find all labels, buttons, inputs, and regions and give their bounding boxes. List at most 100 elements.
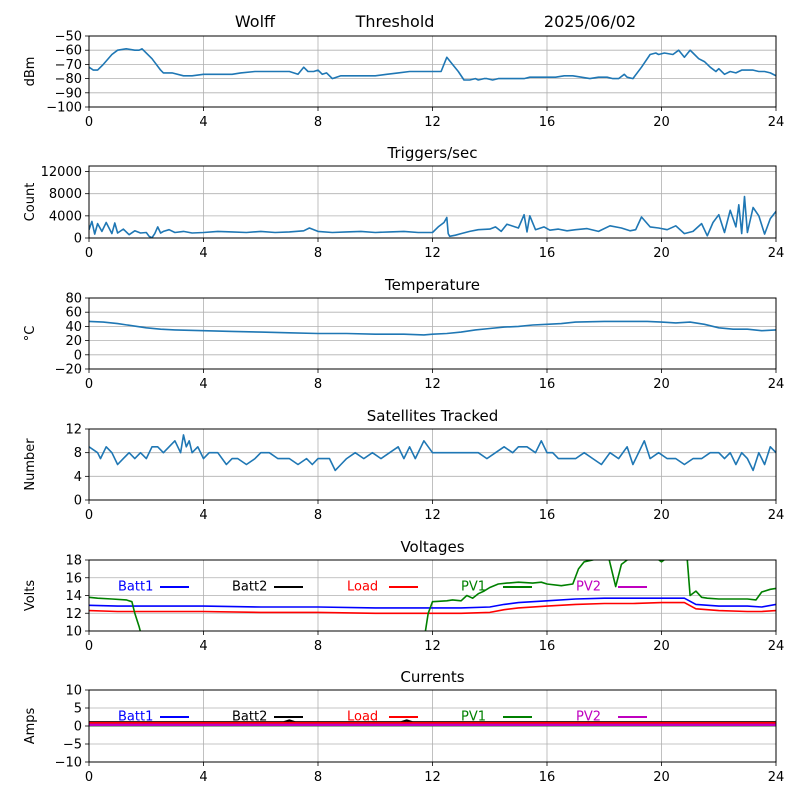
plot-frame bbox=[88, 35, 777, 108]
y-tick-label: 8000 bbox=[49, 187, 82, 202]
x-tick-label: 12 bbox=[424, 508, 441, 523]
panel-voltages: 0 4 8 12 16 20 24 10 12 14 16 18 Voltages Volts Batt1 B… bbox=[23, 538, 784, 654]
legend-label-batt2: Batt2 bbox=[232, 580, 267, 595]
series-line-load bbox=[89, 601, 776, 615]
x-tick-label: 0 bbox=[85, 508, 93, 523]
x-tick-label: 24 bbox=[768, 115, 785, 130]
legend-label-pv1: PV1 bbox=[461, 580, 486, 595]
y-tick-label: −50 bbox=[55, 30, 82, 45]
x-tick-label: 4 bbox=[199, 639, 207, 654]
x-tick-label: 0 bbox=[85, 377, 93, 392]
x-tick-label: 20 bbox=[653, 639, 670, 654]
y-tick-label: 0 bbox=[74, 494, 82, 509]
y-tick-label: 0 bbox=[74, 720, 82, 735]
series-line-temperature bbox=[89, 320, 776, 336]
header-date: 2025/06/02 bbox=[544, 12, 636, 31]
y-tick-label: 10 bbox=[65, 684, 82, 699]
legend-label-pv2: PV2 bbox=[576, 710, 601, 725]
x-tick-label: 12 bbox=[424, 770, 441, 785]
y-tick-label: 0 bbox=[74, 348, 82, 363]
y-tick-label: 16 bbox=[65, 571, 82, 586]
y-axis-label: Volts bbox=[23, 580, 38, 612]
y-tick-label: −80 bbox=[55, 72, 82, 87]
panel-title: Temperature bbox=[384, 276, 480, 294]
y-tick-label: 40 bbox=[65, 320, 82, 335]
series-line-triggers bbox=[89, 195, 776, 238]
y-tick-label: −10 bbox=[55, 756, 82, 771]
legend-label-pv1: PV1 bbox=[461, 710, 486, 725]
x-tick-label: 16 bbox=[539, 377, 556, 392]
x-tick-label: 16 bbox=[539, 246, 556, 261]
x-tick-label: 20 bbox=[653, 770, 670, 785]
x-tick-label: 4 bbox=[199, 246, 207, 261]
plot-frame bbox=[88, 689, 777, 763]
x-tick-label: 4 bbox=[199, 377, 207, 392]
x-tick-label: 16 bbox=[539, 115, 556, 130]
legend-label-batt2: Batt2 bbox=[232, 710, 267, 725]
panel-satellites: 0 4 8 12 16 20 24 0 4 8 12 Satellites Tracked Number bbox=[23, 407, 784, 523]
panel-title: Triggers/sec bbox=[387, 144, 478, 162]
y-tick-label: 60 bbox=[65, 306, 82, 321]
x-tick-label: 24 bbox=[768, 377, 785, 392]
x-tick-label: 0 bbox=[85, 639, 93, 654]
x-tick-label: 16 bbox=[539, 770, 556, 785]
legend-label-pv2: PV2 bbox=[576, 580, 601, 595]
x-tick-label: 12 bbox=[424, 639, 441, 654]
series-line-satellites bbox=[89, 434, 776, 472]
x-tick-label: 0 bbox=[85, 770, 93, 785]
y-tick-label: 20 bbox=[65, 334, 82, 349]
y-tick-label: 10 bbox=[65, 625, 82, 640]
series-line-threshold bbox=[89, 47, 776, 81]
x-tick-label: 12 bbox=[424, 115, 441, 130]
x-tick-label: 12 bbox=[424, 377, 441, 392]
x-tick-label: 8 bbox=[314, 246, 322, 261]
plot-frame bbox=[88, 297, 777, 370]
plot-frame bbox=[88, 165, 777, 239]
x-tick-label: 20 bbox=[653, 377, 670, 392]
y-tick-label: 5 bbox=[74, 702, 82, 717]
header-station: Wolff bbox=[235, 12, 276, 31]
x-tick-label: 8 bbox=[314, 377, 322, 392]
y-tick-label: −20 bbox=[55, 363, 82, 378]
y-axis-label: °C bbox=[23, 326, 38, 342]
y-tick-label: 4000 bbox=[49, 209, 82, 224]
y-tick-label: 12 bbox=[65, 607, 82, 622]
plot-frame bbox=[88, 559, 777, 632]
x-tick-label: 20 bbox=[653, 246, 670, 261]
panel-title: Currents bbox=[400, 668, 464, 686]
y-axis-label: Count bbox=[23, 183, 38, 222]
y-tick-label: 12000 bbox=[41, 165, 82, 180]
y-tick-label: 80 bbox=[65, 292, 82, 307]
y-tick-label: 8 bbox=[74, 446, 82, 461]
x-tick-label: 20 bbox=[653, 508, 670, 523]
x-tick-label: 8 bbox=[314, 508, 322, 523]
y-tick-label: −70 bbox=[55, 58, 82, 73]
plot-frame bbox=[88, 428, 777, 501]
legend-label-load: Load bbox=[347, 710, 378, 725]
x-tick-label: 4 bbox=[199, 115, 207, 130]
y-tick-label: −5 bbox=[63, 738, 82, 753]
panel-currents: 0 4 8 12 16 20 24 −10 −5 0 5 10 Currents Amps Batt1 Bat… bbox=[23, 668, 784, 785]
y-axis-label: Number bbox=[23, 438, 38, 491]
panel-title: Voltages bbox=[400, 538, 464, 556]
x-tick-label: 16 bbox=[539, 508, 556, 523]
x-tick-label: 4 bbox=[199, 508, 207, 523]
y-tick-label: 18 bbox=[65, 554, 82, 569]
legend-label-batt1: Batt1 bbox=[118, 710, 153, 725]
x-tick-label: 8 bbox=[314, 115, 322, 130]
y-tick-label: −90 bbox=[55, 86, 82, 101]
x-tick-label: 8 bbox=[314, 770, 322, 785]
x-tick-label: 16 bbox=[539, 639, 556, 654]
legend-label-load: Load bbox=[347, 580, 378, 595]
panel-triggers: 0 4 8 12 16 20 24 0 4000 8000 12000 Triggers/sec Cou… bbox=[23, 144, 784, 261]
x-tick-label: 12 bbox=[424, 246, 441, 261]
series-line-batt1 bbox=[89, 597, 776, 609]
y-tick-label: 14 bbox=[65, 589, 82, 604]
y-tick-label: −100 bbox=[46, 101, 82, 116]
series-line-pv1 bbox=[89, 560, 776, 631]
x-tick-label: 24 bbox=[768, 770, 785, 785]
